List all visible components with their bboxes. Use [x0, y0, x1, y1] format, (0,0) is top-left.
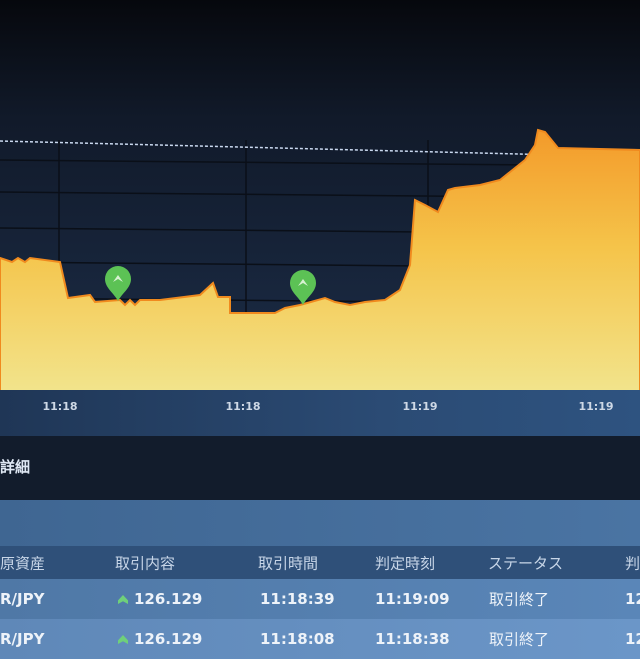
- up-arrow-pin-icon: [105, 266, 131, 301]
- header-trade-time: 取引時間: [258, 554, 319, 572]
- rate-value: 126.129: [134, 590, 203, 608]
- rate-value: 126.129: [134, 630, 203, 648]
- time-axis-label: 11:19: [578, 400, 614, 413]
- section-title: 詳細: [0, 458, 31, 476]
- asset-cell: R/JPY: [0, 630, 45, 648]
- header-asset: 原資産: [0, 554, 46, 572]
- trade-content-cell: 126.129: [118, 630, 202, 648]
- trade-marker[interactable]: [105, 266, 131, 301]
- trade-marker[interactable]: [290, 270, 316, 305]
- judge-time-cell: 11:19:09: [375, 590, 450, 608]
- status-cell: 取引終了: [489, 630, 550, 649]
- up-arrow-icon: [118, 595, 128, 604]
- current-price-line: [0, 140, 640, 158]
- up-arrow-pin-icon: [290, 270, 316, 305]
- status-cell: 取引終了: [489, 590, 550, 609]
- price-area: [0, 128, 640, 393]
- judge-time-cell: 11:18:38: [375, 630, 450, 648]
- extra-cell: 12: [625, 630, 640, 648]
- time-axis-label: 11:18: [42, 400, 78, 413]
- header-trade-content: 取引内容: [115, 554, 176, 572]
- extra-cell: 12: [625, 590, 640, 608]
- asset-cell: R/JPY: [0, 590, 45, 608]
- time-axis: 11:18 11:18 11:19 11:19: [0, 390, 640, 436]
- time-axis-label: 11:19: [402, 400, 438, 413]
- table-row[interactable]: R/JPY 126.129 11:18:39 11:19:09 取引終了 12: [0, 579, 640, 619]
- trade-content-cell: 126.129: [118, 590, 202, 608]
- details-section-header: 詳細: [0, 436, 640, 500]
- table-toolbar: [0, 500, 640, 546]
- header-judge-time: 判定時刻: [375, 554, 436, 572]
- table-header: 原資産 取引内容 取引時間 判定時刻 ステータス 判: [0, 546, 640, 579]
- price-chart: [0, 0, 640, 395]
- header-extra: 判: [625, 554, 640, 572]
- trade-time-cell: 11:18:08: [260, 630, 335, 648]
- time-axis-label: 11:18: [225, 400, 261, 413]
- trade-time-cell: 11:18:39: [260, 590, 335, 608]
- table-row[interactable]: R/JPY 126.129 11:18:08 11:18:38 取引終了 12: [0, 619, 640, 659]
- header-status: ステータス: [488, 554, 564, 572]
